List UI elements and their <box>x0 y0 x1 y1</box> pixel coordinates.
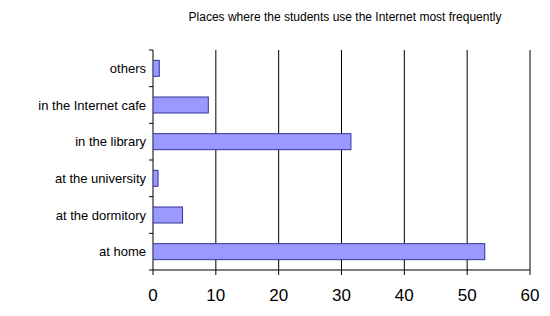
x-tick <box>278 270 279 275</box>
x-tick <box>530 270 531 275</box>
category-tick <box>149 270 153 271</box>
category-label: in the library <box>75 134 146 149</box>
x-axis-line <box>153 270 530 271</box>
x-tick-label: 10 <box>206 286 225 305</box>
x-tick-label: 0 <box>148 286 157 305</box>
x-tick <box>341 270 342 275</box>
chart-container: Places where the students use the Intern… <box>0 0 550 316</box>
x-tick-label: 40 <box>395 286 414 305</box>
x-tick-label: 20 <box>269 286 288 305</box>
category-tick <box>149 50 153 51</box>
bar <box>153 244 485 260</box>
grid-line <box>341 50 342 270</box>
grid <box>153 50 530 275</box>
bar <box>153 97 208 113</box>
category-tick <box>149 123 153 124</box>
x-tick <box>404 270 405 275</box>
bar <box>153 207 183 223</box>
grid-line <box>278 50 279 270</box>
grid-line <box>215 50 216 270</box>
grid-line <box>404 50 405 270</box>
bar <box>153 134 351 150</box>
x-tick <box>467 270 468 275</box>
category-tick <box>149 86 153 87</box>
bar <box>153 170 158 186</box>
category-label: at the university <box>55 171 147 186</box>
x-tick-label: 30 <box>332 286 351 305</box>
category-label: at home <box>99 244 146 259</box>
background <box>0 0 550 316</box>
grid-line <box>467 50 468 270</box>
category-tick <box>149 160 153 161</box>
category-label: others <box>110 61 147 76</box>
x-tick <box>215 270 216 275</box>
x-tick <box>153 270 154 275</box>
x-tick-label: 50 <box>458 286 477 305</box>
grid-line <box>530 50 531 270</box>
chart-svg: Places where the students use the Intern… <box>0 0 550 316</box>
x-tick-label: 60 <box>521 286 540 305</box>
category-tick <box>149 196 153 197</box>
bar <box>153 60 159 76</box>
bars <box>153 60 485 259</box>
chart-title: Places where the students use the Intern… <box>189 10 502 24</box>
category-label: at the dormitory <box>56 208 147 223</box>
category-tick <box>149 233 153 234</box>
category-label: in the Internet cafe <box>38 98 146 113</box>
